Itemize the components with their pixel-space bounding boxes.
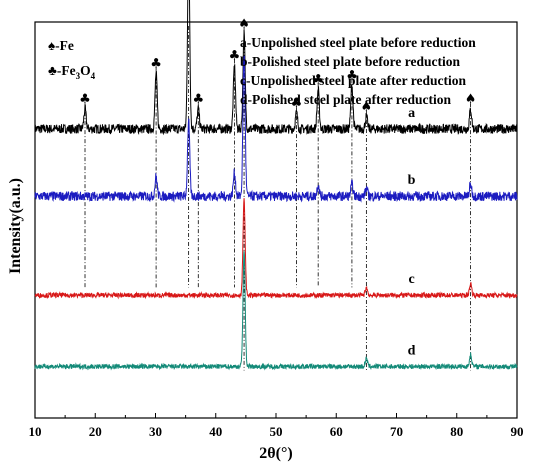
x-tick-label: 50 — [270, 424, 283, 439]
spade-icon: ♠ — [361, 100, 373, 115]
club-icon: ♣ — [192, 92, 204, 107]
x-axis-ticks: 10 20 30 40 50 60 70 80 90 — [29, 413, 524, 439]
peak-markers: ♣♣♣♣♣♠♣♣♣♠♠ — [79, 17, 477, 115]
curve-label-c: c — [408, 272, 414, 287]
series-d-curve — [34, 251, 518, 371]
x-tick-label: 40 — [209, 424, 222, 439]
phase-legend: ♠-Fe ♣-Fe3O4 — [48, 38, 96, 81]
x-tick-label: 90 — [511, 424, 524, 439]
curves — [34, 0, 518, 371]
club-icon: ♣ — [229, 49, 241, 64]
phase-legend-fe: ♠-Fe — [48, 38, 74, 53]
club-icon: ♣ — [150, 56, 162, 71]
curve-label-a: a — [408, 106, 415, 121]
series-key-b: b-Polished steel plate before reduction — [240, 54, 460, 69]
spade-icon: ♠ — [465, 92, 477, 107]
club-icon: ♣ — [79, 92, 91, 107]
x-tick-label: 60 — [330, 424, 343, 439]
x-tick-label: 80 — [450, 424, 463, 439]
series-b-curve — [34, 55, 518, 203]
x-tick-label: 10 — [29, 424, 42, 439]
phase-legend-fe3o4: ♣-Fe3O4 — [48, 63, 96, 81]
x-tick-label: 30 — [149, 424, 162, 439]
club-icon: ♣ — [291, 96, 303, 111]
curve-label-d: d — [408, 344, 416, 359]
curve-labels: a b c d — [408, 106, 416, 359]
series-key-c: c-Unpolished steel plate after reduction — [240, 73, 466, 88]
spade-icon: ♠ — [238, 17, 250, 32]
series-key-d: d-Polished steel plate after reduction — [240, 92, 451, 107]
club-icon: ♣ — [312, 72, 324, 87]
series-a-curve — [34, 0, 518, 136]
reference-lines — [84, 26, 472, 371]
club-icon: ♣ — [346, 68, 358, 83]
x-tick-label: 70 — [390, 424, 403, 439]
curve-label-b: b — [408, 173, 416, 188]
series-key-a: a-Unpolished steel plate before reductio… — [240, 35, 476, 50]
x-tick-label: 20 — [89, 424, 102, 439]
spade-icon: ♠ — [48, 38, 55, 53]
series-key: a-Unpolished steel plate before reductio… — [240, 35, 476, 107]
x-axis-title: 2θ(°) — [259, 445, 292, 462]
y-axis-title: Intensity(a.u.) — [7, 178, 24, 274]
series-c-curve — [34, 198, 518, 300]
club-icon: ♣ — [48, 63, 57, 78]
